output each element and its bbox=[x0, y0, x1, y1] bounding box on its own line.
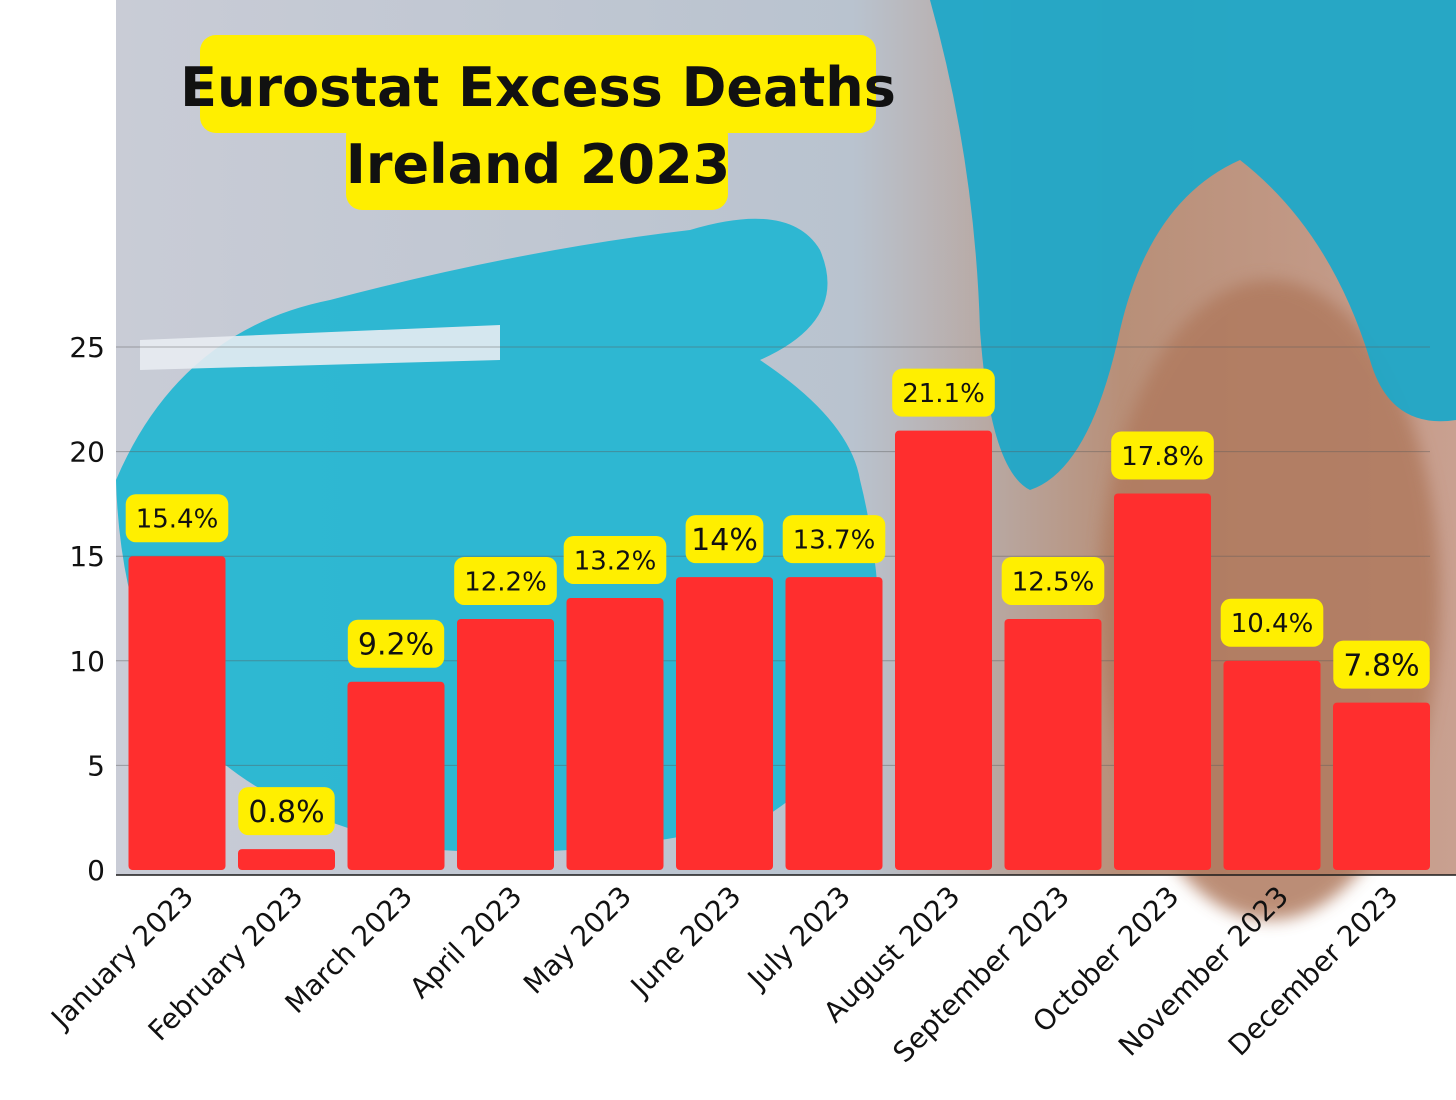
bar-6 bbox=[676, 577, 773, 870]
bars bbox=[128, 430, 1430, 870]
data-label-9: 12.5% bbox=[1012, 567, 1095, 597]
data-label-box-7 bbox=[782, 515, 886, 564]
data-label-box-11 bbox=[1220, 598, 1324, 647]
data-label-2: 0.8% bbox=[248, 795, 324, 830]
title-line-2: Ireland 2023 bbox=[346, 133, 731, 196]
bar-12 bbox=[1333, 702, 1430, 870]
data-label-8: 21.1% bbox=[902, 379, 985, 409]
data-label-1: 15.4% bbox=[136, 505, 219, 535]
chart-title: Eurostat Excess Deaths Ireland 2023 bbox=[180, 35, 896, 210]
data-label-10: 17.8% bbox=[1121, 442, 1204, 472]
data-label-box-1 bbox=[125, 494, 229, 543]
title-box-line-2 bbox=[346, 120, 728, 210]
bar-10 bbox=[1114, 493, 1211, 870]
y-tick-label-10: 10 bbox=[69, 645, 105, 678]
data-label-box-6 bbox=[685, 515, 764, 564]
bar-4 bbox=[457, 618, 554, 870]
data-label-5: 13.2% bbox=[574, 546, 657, 576]
data-label-box-8 bbox=[892, 368, 995, 417]
bar-8 bbox=[895, 430, 992, 870]
y-tick-label-20: 20 bbox=[69, 436, 105, 469]
bar-9 bbox=[1004, 618, 1102, 870]
y-tick-label-25: 25 bbox=[69, 331, 105, 364]
bar-7 bbox=[785, 577, 883, 870]
data-label-4: 12.2% bbox=[464, 567, 547, 597]
bar-11 bbox=[1223, 660, 1321, 870]
data-label-box-3 bbox=[347, 619, 445, 668]
data-label-box-10 bbox=[1111, 431, 1214, 480]
data-label-box-2 bbox=[238, 787, 335, 836]
data-labels: 15.4% 0.8% 9.2% 12.2% 13.2% 14% 13.7% 21.1% 12.5… bbox=[125, 368, 1430, 836]
bar-3 bbox=[347, 681, 445, 870]
bar-2 bbox=[238, 849, 335, 870]
data-label-box-4 bbox=[454, 556, 557, 605]
x-tick-label-4: April 2023 bbox=[403, 880, 528, 1005]
bar-1 bbox=[128, 556, 226, 870]
y-tick-label-15: 15 bbox=[69, 540, 105, 573]
x-tick-label-7: July 2023 bbox=[740, 880, 857, 997]
data-label-6: 14% bbox=[691, 523, 758, 558]
y-tick-label-5: 5 bbox=[87, 749, 105, 782]
data-label-box-12 bbox=[1333, 640, 1430, 689]
data-label-3: 9.2% bbox=[358, 628, 434, 663]
data-label-box-5 bbox=[563, 536, 667, 585]
title-line-1: Eurostat Excess Deaths bbox=[180, 56, 896, 119]
x-tick-label-5: May 2023 bbox=[517, 880, 638, 1001]
bar-5 bbox=[566, 598, 664, 870]
data-label-12: 7.8% bbox=[1343, 648, 1419, 683]
data-label-7: 13.7% bbox=[793, 525, 876, 555]
y-tick-label-0: 0 bbox=[87, 854, 105, 887]
title-box-line-1 bbox=[200, 35, 876, 133]
data-label-11: 10.4% bbox=[1231, 609, 1314, 639]
y-axis-ticks: 0 5 10 15 20 25 bbox=[69, 331, 105, 887]
x-tick-label-6: June 2023 bbox=[623, 880, 748, 1005]
data-label-box-9 bbox=[1001, 556, 1105, 605]
